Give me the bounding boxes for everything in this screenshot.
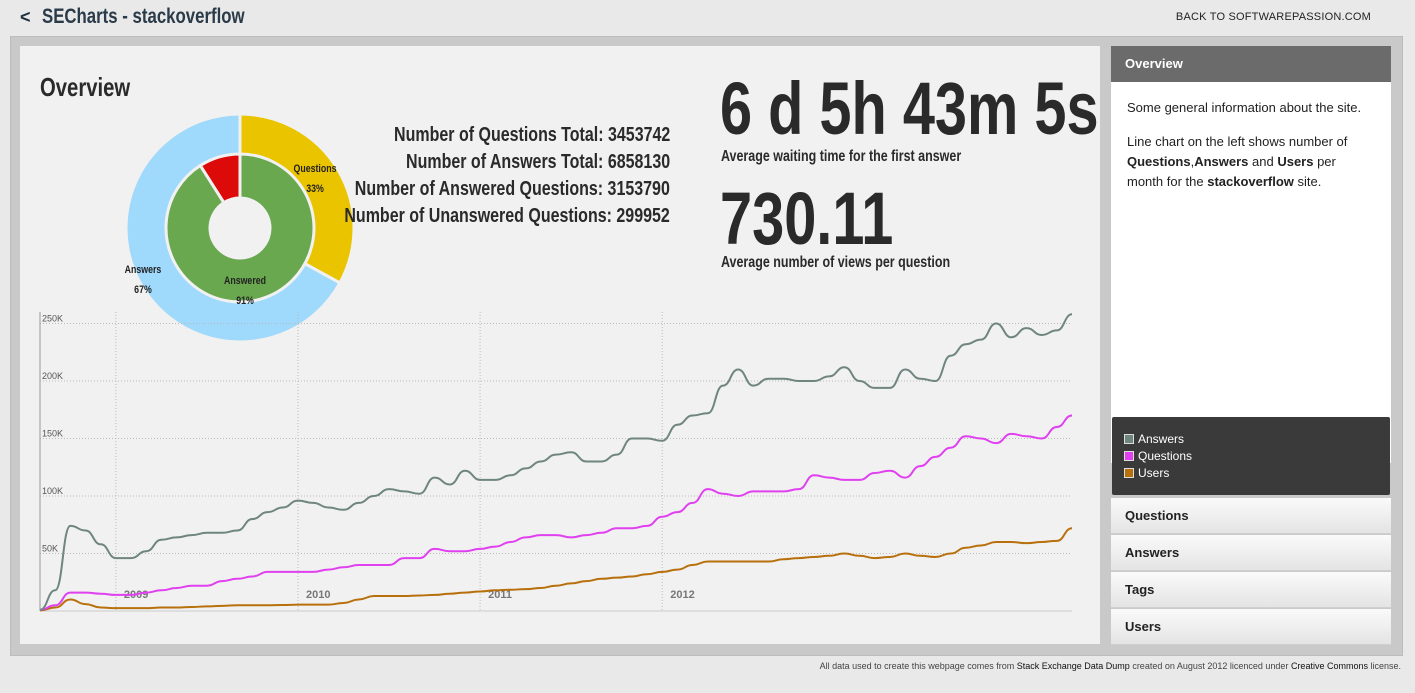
app-title: SECharts - stackoverflow xyxy=(42,5,245,28)
avg-views-value: 730.11 xyxy=(720,177,894,260)
sidebar: Overview Some general information about … xyxy=(1111,46,1391,646)
stat-label: Number of Answered Questions: xyxy=(354,178,604,200)
back-arrow-icon[interactable]: < xyxy=(20,7,31,27)
y-tick-label: 100K xyxy=(42,486,63,496)
stat-label: Number of Answers Total: xyxy=(405,151,604,173)
stat-value: 299952 xyxy=(616,205,670,227)
donut-label-answered: Answered xyxy=(224,275,266,287)
sidebar-item-answers[interactable]: Answers xyxy=(1111,535,1391,571)
avg-wait-time-value: 6 d 5h 43m 5s xyxy=(720,67,1099,150)
stat-answers-total: Number of Answers Total: 6858130 xyxy=(406,151,670,174)
x-tick-label: 2011 xyxy=(488,589,512,601)
description-general: Some general information about the site. xyxy=(1127,100,1362,115)
donut-slice-answered[interactable] xyxy=(164,152,316,304)
x-tick-label: 2012 xyxy=(670,589,694,601)
data-dump-link[interactable]: Stack Exchange Data Dump xyxy=(1016,661,1130,671)
y-tick-label: 50K xyxy=(42,544,58,554)
answer-donut-chart: Questions 33% Answers 67% Answered 91% xyxy=(124,112,356,344)
stat-label: Number of Unanswered Questions: xyxy=(344,205,613,227)
overview-description: Some general information about the site.… xyxy=(1111,82,1391,463)
description-chart: Line chart on the left shows number of Q… xyxy=(1127,134,1348,189)
donut-label-questions-pct: 33% xyxy=(306,183,324,195)
series-line-users[interactable] xyxy=(39,527,1073,612)
series-line-questions[interactable] xyxy=(39,414,1073,611)
creative-commons-link[interactable]: Creative Commons xyxy=(1290,661,1368,671)
x-tick-label: 2010 xyxy=(306,589,330,601)
donut-label-answers: Answers xyxy=(125,264,162,276)
sidebar-item-users[interactable]: Users xyxy=(1111,609,1391,645)
legend-swatch xyxy=(1124,468,1134,478)
stat-value: 3453742 xyxy=(607,124,670,146)
top-bar: < SECharts - stackoverflow BACK TO SOFTW… xyxy=(0,0,1415,36)
legend-swatch xyxy=(1124,451,1134,461)
series-line-answers[interactable] xyxy=(39,313,1073,611)
legend-item-questions[interactable]: Questions xyxy=(1124,448,1378,465)
y-tick-label: 200K xyxy=(42,371,63,381)
avg-views-caption: Average number of views per question xyxy=(721,254,951,271)
stat-value: 3153790 xyxy=(607,178,670,200)
legend-item-users[interactable]: Users xyxy=(1124,465,1378,482)
donut-label-answers-pct: 67% xyxy=(134,284,152,296)
footer-credits: All data used to create this webpage com… xyxy=(819,661,1401,671)
page-title: Overview xyxy=(40,72,131,102)
chart-legend: Answers Questions Users xyxy=(1112,417,1390,495)
stat-questions-total: Number of Questions Total: 3453742 xyxy=(394,124,670,147)
stat-unanswered-questions: Number of Unanswered Questions: 299952 xyxy=(345,205,670,228)
sidebar-item-tags[interactable]: Tags xyxy=(1111,572,1391,608)
stat-answered-questions: Number of Answered Questions: 3153790 xyxy=(355,178,670,201)
stat-label: Number of Questions Total: xyxy=(393,124,604,146)
back-to-site-link[interactable]: BACK TO SOFTWAREPASSION.COM xyxy=(1175,11,1371,23)
y-tick-label: 150K xyxy=(42,429,63,439)
donut-slice-unanswered[interactable] xyxy=(198,152,242,205)
donut-label-answered-pct: 91% xyxy=(236,295,254,307)
stat-value: 6858130 xyxy=(607,151,670,173)
legend-swatch xyxy=(1124,434,1134,444)
sidebar-item-overview[interactable]: Overview xyxy=(1111,46,1391,82)
y-tick-label: 250K xyxy=(42,314,63,324)
avg-wait-time-caption: Average waiting time for the first answe… xyxy=(721,148,962,165)
legend-item-answers[interactable]: Answers xyxy=(1124,431,1378,448)
donut-label-questions: Questions xyxy=(294,163,337,175)
sidebar-item-questions[interactable]: Questions xyxy=(1111,498,1391,534)
